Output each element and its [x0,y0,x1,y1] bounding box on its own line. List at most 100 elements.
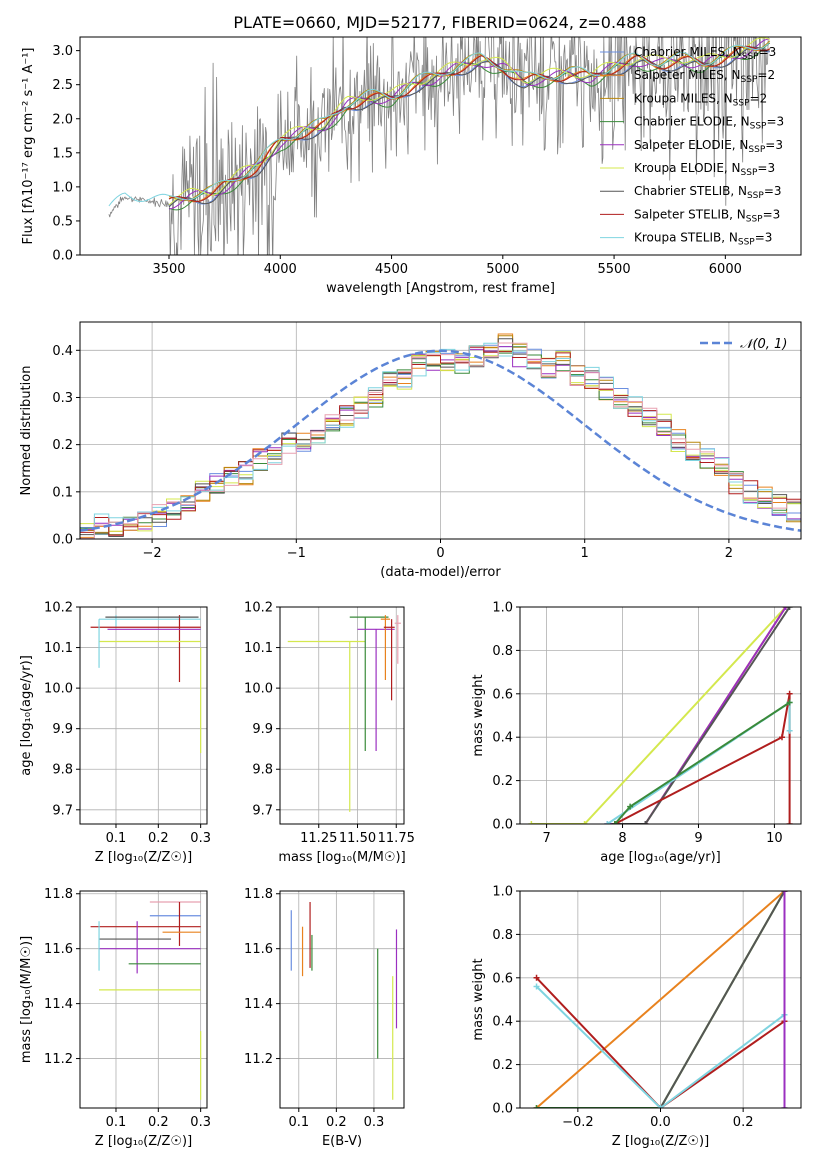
legend-sub: SSP [748,145,765,155]
y-tick-label: 9.9 [252,722,273,737]
y-tick-label: 10.2 [244,601,273,616]
x-tick-label: 10 [766,831,783,846]
legend-entry: 𝒩(0, 1) [740,337,787,352]
y-tick-label: 11.2 [44,1052,73,1067]
y-tick-label: 1.5 [52,146,73,161]
y-tick-label: 9.7 [252,803,273,818]
weight-line [614,693,791,824]
weight-point [642,821,649,824]
x-axis-label: age [log₁₀(age/yr)] [600,850,721,865]
x-tick-label: 5500 [598,262,631,277]
model-line [168,46,770,208]
weight-point [786,727,793,734]
model-line [108,43,769,207]
x-axis-label: E(B-V) [322,1134,362,1149]
legend-tail: =3 [757,161,775,175]
x-tick-label: 11.75 [378,831,415,846]
legend-sub: SSP [741,168,758,178]
legend-sub: SSP [738,238,755,248]
legend-text: Kroupa STELIB, N [634,231,738,245]
weight-line [531,607,787,824]
legend-sub: SSP [733,98,750,108]
y-axis-label: Normed distribution [19,366,34,496]
y-tick-label: 0.3 [52,391,73,406]
legend-tail: =3 [764,184,782,198]
model-line [168,45,770,202]
histogram-series [80,338,801,537]
x-tick-label: 0.3 [190,831,211,846]
y-tick-label: 10.1 [244,641,273,656]
plot-area [80,607,207,824]
weight-point [781,891,788,894]
weight-line [659,891,786,1108]
legend-text: Salpeter STELIB, N [634,207,746,221]
weight-line [614,607,787,824]
y-tick-label: 0.2 [492,1058,513,1073]
weight-point [533,1105,540,1108]
y-tick-label: 2.5 [52,78,73,93]
weight-point [611,821,618,824]
panel-residuals: −2 −1 0 1 2 0.0 0.1 0.2 0.3 0.4 (data-model)/error… [19,321,802,580]
x-axis-label: mass [log₁₀(M/M☉)] [278,850,405,865]
y-tick-label: 10.1 [44,641,73,656]
axes-frame [279,890,405,1109]
weight-line [535,985,786,1108]
y-tick-label: 0.5 [52,214,73,229]
weight-point [627,803,634,810]
y-tick-label: 0.8 [492,928,513,943]
y-tick-label: 0.6 [492,971,513,986]
y-tick-label: 0.0 [492,818,513,833]
x-tick-label: 5000 [486,262,519,277]
legend-text: Chabrier MILES, N [634,45,742,59]
y-tick-label: 2.0 [52,112,73,127]
x-tick-label: −2 [143,546,162,561]
legend-tail: =2 [757,68,775,82]
y-tick-label: 11.4 [244,997,273,1012]
x-tick-label: 0.2 [733,1115,754,1130]
x-axis-label: (data-model)/error [380,565,501,580]
x-tick-label: 9 [694,831,702,846]
x-axis-label: Z [log₁₀(Z/Z☉)] [95,850,192,865]
x-tick-label: 0.0 [650,1115,671,1130]
axes-frame [79,890,208,1109]
y-tick-label: 11.8 [244,887,273,902]
plot-area [280,607,404,824]
panel-age-vs-Z: 0.1 0.2 0.3 9.7 9.8 9.9 10.0 10.1 10.2 Z [log₁₀(Z… [19,601,211,866]
panel-mass-vs-ebv: 0.1 0.2 0.3 11.2 11.4 11.6 11.8 E(B-V) [244,887,405,1149]
legend-entry: Salpeter MILES, NSSP=2 [634,68,775,85]
y-tick-label: 0.0 [52,249,73,264]
weight-point [786,690,793,697]
weight-line [614,607,791,824]
chart-layer: 3500 4000 4500 5000 5500 6000 0.0 0.5 1.0 1.5 2.0 2… [19,36,802,1149]
x-tick-label: 11.25 [300,831,337,846]
legend-text: Chabrier STELIB, N [634,184,747,198]
y-axis-label: mass weight [471,958,486,1040]
y-axis-label: Flux [fλ10⁻¹⁷ erg cm⁻² s⁻¹ A⁻¹] [21,48,36,245]
panel-age-vs-mass: 11.25 11.50 11.75 9.7 9.8 9.9 10.0 10.1 10.2 mass… [244,601,415,866]
y-tick-label: 0.4 [52,344,73,359]
panel-spectrum: 3500 4000 4500 5000 5500 6000 0.0 0.5 1.0 1.5 2.0 2… [21,36,802,296]
legend-sub: SSP [747,191,764,201]
legend-text: Kroupa ELODIE, N [634,161,741,175]
x-tick-label: 4000 [264,262,297,277]
legend-text: Kroupa MILES, N [634,91,733,105]
weight-point [657,1105,664,1108]
figure-title: PLATE=0660, MJD=52177, FIBERID=0624, z=0… [233,13,646,32]
weight-point [786,821,793,824]
legend-sub: SSP [746,214,763,224]
y-tick-label: 10.2 [44,601,73,616]
gaussian-curve [80,349,801,532]
x-tick-label: 0.2 [148,831,169,846]
weight-point [786,607,793,610]
weight-point [782,607,789,610]
legend-sub: SSP [742,52,759,62]
legend-sub: SSP [750,122,767,132]
y-tick-label: 11.6 [44,942,73,957]
y-tick-label: 0.0 [52,533,73,548]
legend-entry: Kroupa STELIB, NSSP=3 [634,231,772,248]
y-tick-label: 10.0 [244,682,273,697]
legend-entry: Chabrier ELODIE, NSSP=3 [634,115,784,132]
legend-entry: Salpeter STELIB, NSSP=3 [634,207,780,224]
x-tick-label: 0.1 [106,831,127,846]
